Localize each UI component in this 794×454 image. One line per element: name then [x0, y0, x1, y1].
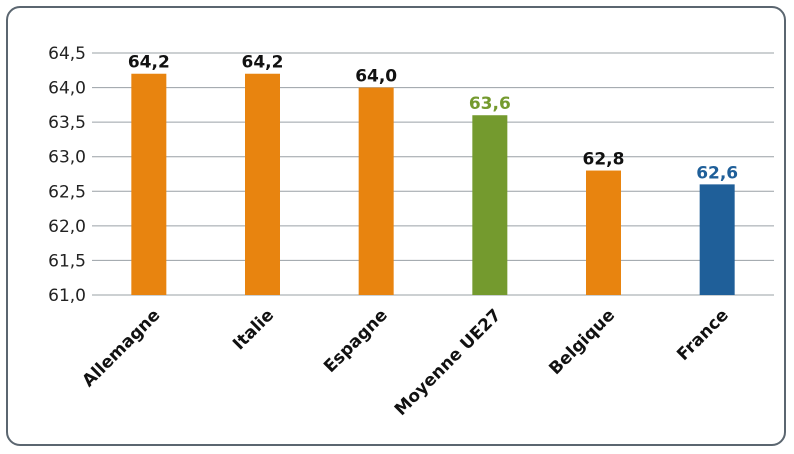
value-label: 64,2 — [242, 53, 284, 73]
category-labels: Allemagne Italie Espagne Moyenne UE27 Belgiq… — [79, 305, 733, 420]
y-axis-ticks: 61,0 61,5 62,0 62,5 63,0 63,5 64,0 64,5 — [48, 44, 86, 306]
value-label: 62,8 — [583, 150, 625, 170]
bar — [245, 73, 280, 295]
value-labels: 64,2 64,2 64,0 63,6 62,8 62,6 — [128, 53, 738, 184]
category-label: Espagne — [320, 305, 392, 377]
bars — [131, 73, 735, 295]
y-tick-label: 63,5 — [48, 113, 86, 133]
bar — [586, 170, 621, 295]
bar — [131, 73, 167, 295]
y-tick-label: 61,5 — [48, 251, 86, 271]
y-tick-label: 61,0 — [48, 286, 86, 306]
category-label: Italie — [229, 305, 278, 354]
category-label: Allemagne — [79, 305, 165, 391]
value-label: 62,6 — [696, 163, 738, 183]
y-tick-label: 62,0 — [48, 217, 86, 237]
y-tick-label: 64,5 — [48, 44, 86, 64]
value-label: 64,2 — [128, 53, 170, 73]
bar — [472, 115, 508, 295]
category-label: France — [673, 305, 732, 364]
y-tick-label: 64,0 — [48, 79, 86, 99]
value-label: 63,6 — [469, 94, 511, 114]
y-tick-label: 62,5 — [48, 182, 86, 202]
gridlines — [92, 52, 774, 296]
bar — [358, 87, 394, 295]
bar — [699, 184, 735, 295]
category-label: Moyenne UE27 — [391, 305, 506, 420]
category-label: Belgique — [545, 305, 619, 379]
value-label: 64,0 — [355, 67, 397, 87]
y-tick-label: 63,0 — [48, 148, 86, 168]
